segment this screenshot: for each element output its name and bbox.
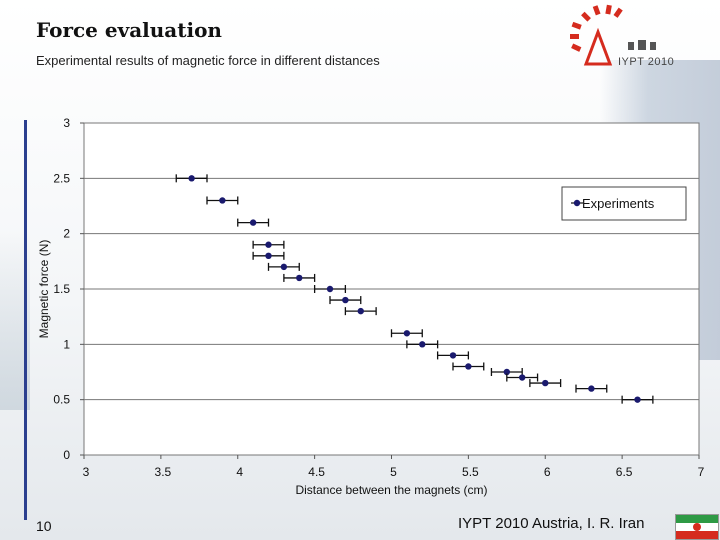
footer-text: IYPT 2010 Austria, I. R. Iran [458, 515, 645, 532]
iypt-logo-icon [570, 4, 656, 66]
data-point [506, 373, 539, 382]
data-point [575, 384, 608, 393]
point-marker [296, 274, 303, 282]
point-marker [419, 341, 426, 348]
iran-flag-icon [675, 514, 719, 540]
legend-label: Experiments [582, 196, 655, 211]
y-tick-label: 0 [63, 448, 70, 462]
point-marker [342, 296, 349, 304]
y-tick-label: 1.5 [53, 282, 70, 296]
point-marker [265, 241, 272, 248]
point-marker [588, 385, 595, 392]
x-tick-label: 3.5 [155, 465, 172, 479]
point-marker [634, 396, 641, 403]
data-point [436, 351, 470, 360]
slide-title: Force evaluation [36, 18, 222, 42]
data-points [175, 174, 654, 404]
data-point [313, 285, 347, 293]
slide-subtitle: Experimental results of magnetic force i… [36, 53, 380, 68]
x-tick-label: 7 [698, 465, 705, 479]
point-marker [357, 307, 364, 315]
x-tick-label: 5.5 [462, 465, 479, 479]
x-tick-label: 6 [544, 465, 551, 479]
x-tick-label: 4 [236, 465, 243, 479]
data-point [390, 329, 423, 338]
data-point [452, 362, 485, 371]
x-tick-label: 3 [83, 465, 90, 479]
slide-number: 10 [36, 518, 52, 534]
point-marker [503, 368, 511, 376]
data-point [237, 218, 270, 227]
x-tick-label: 6.5 [616, 465, 633, 479]
legend: Experiments [561, 186, 687, 221]
point-marker [518, 374, 526, 381]
data-point [206, 196, 239, 205]
x-axis-ticks: 3 3.5 4 4.5 5 5.5 6 6.5 7 [83, 455, 705, 479]
point-marker [219, 197, 226, 204]
data-point [621, 395, 654, 404]
logo-text: IYPT 2010 [618, 56, 675, 68]
y-tick-label: 1 [63, 337, 70, 351]
y-axis-ticks: 0 0.5 1 1.5 2 2.5 3 [53, 116, 84, 462]
point-marker [449, 352, 457, 359]
y-axis-label: Magnetic force (N) [37, 240, 51, 339]
data-point [252, 251, 285, 260]
y-tick-label: 2.5 [53, 171, 70, 185]
point-marker [249, 219, 257, 226]
data-point [252, 240, 285, 249]
data-point [406, 340, 439, 349]
data-point [267, 262, 300, 271]
point-marker [465, 363, 472, 370]
x-tick-label: 4.5 [308, 465, 325, 479]
y-tick-label: 0.5 [53, 393, 70, 407]
point-marker [403, 330, 411, 337]
y-tick-label: 3 [63, 116, 70, 130]
data-point [490, 368, 523, 376]
point-marker [265, 252, 272, 259]
y-tick-label: 2 [63, 227, 70, 241]
data-point [329, 296, 362, 305]
data-point [529, 379, 562, 388]
x-axis-label: Distance between the magnets (cm) [295, 483, 487, 497]
x-tick-label: 5 [390, 465, 397, 479]
point-marker [280, 263, 288, 271]
data-point [344, 307, 377, 316]
accent-vertical-line [24, 120, 27, 520]
legend-marker [573, 199, 581, 207]
point-marker [188, 175, 195, 182]
data-point [283, 273, 316, 282]
data-point [175, 174, 208, 183]
point-marker [542, 379, 549, 387]
point-marker [326, 285, 334, 293]
